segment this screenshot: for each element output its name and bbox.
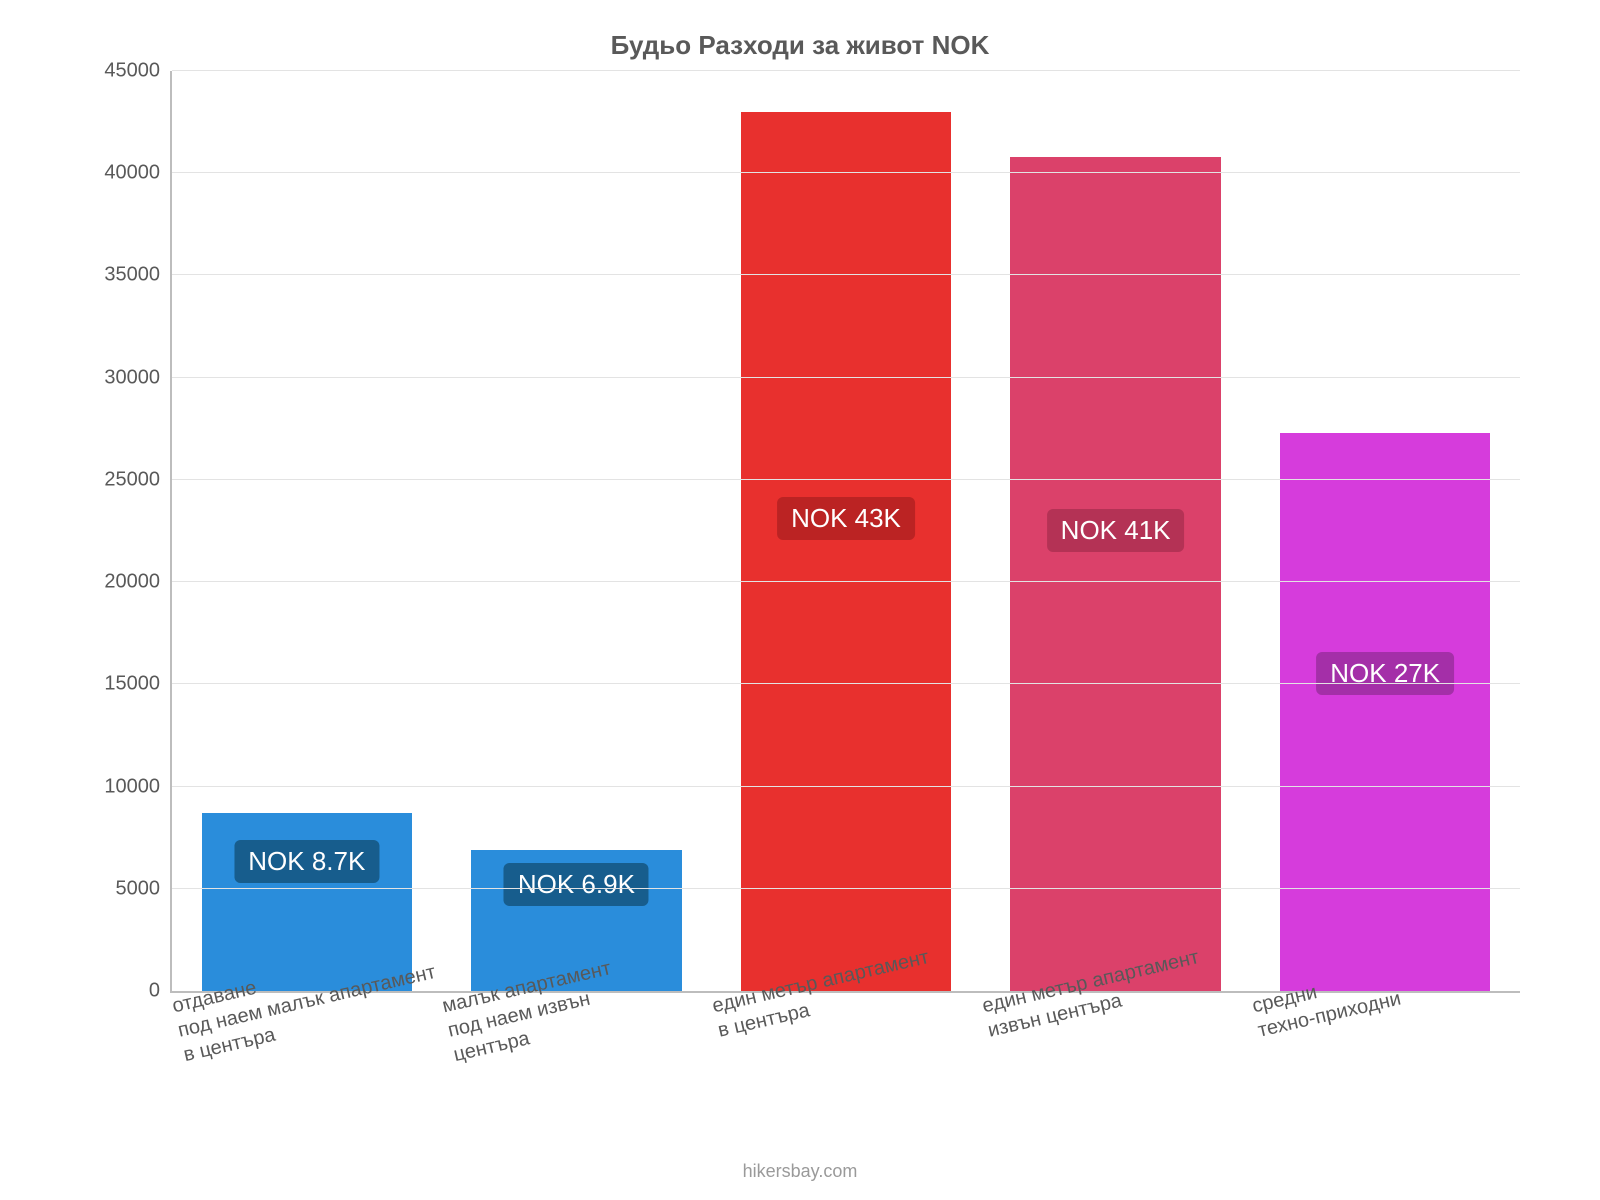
gridline bbox=[172, 683, 1520, 684]
bars-group: NOK 8.7K NOK 6.9K NOK 43K NOK 41K NOK 27K bbox=[172, 71, 1520, 991]
gridline bbox=[172, 786, 1520, 787]
y-tick-label: 5000 bbox=[116, 877, 161, 900]
x-label-slot: отдаване под наем малък апартамент в цен… bbox=[170, 995, 440, 1165]
x-label-slot: средни техно-приходни bbox=[1250, 995, 1520, 1165]
gridline bbox=[172, 274, 1520, 275]
bar-slot: NOK 27K bbox=[1250, 71, 1520, 991]
x-label-slot: един метър апартамент извън центъра bbox=[980, 995, 1250, 1165]
bar-slot: NOK 41K bbox=[981, 71, 1251, 991]
gridline bbox=[172, 377, 1520, 378]
bar-slot: NOK 8.7K bbox=[172, 71, 442, 991]
y-tick-label: 35000 bbox=[104, 264, 160, 287]
y-tick-label: 45000 bbox=[104, 60, 160, 83]
x-axis-labels: отдаване под наем малък апартамент в цен… bbox=[170, 995, 1520, 1165]
chart-plot-outer: 0500010000150002000025000300003500040000… bbox=[80, 71, 1520, 991]
bar bbox=[741, 112, 951, 991]
y-tick-label: 30000 bbox=[104, 366, 160, 389]
y-tick-label: 20000 bbox=[104, 571, 160, 594]
gridline bbox=[172, 172, 1520, 173]
y-axis: 0500010000150002000025000300003500040000… bbox=[80, 71, 170, 991]
bar-value-label: NOK 8.7K bbox=[234, 840, 379, 883]
y-tick-label: 0 bbox=[149, 980, 160, 1003]
chart-title: Будьо Разходи за живот NOK bbox=[80, 30, 1520, 61]
gridline bbox=[172, 888, 1520, 889]
bar-slot: NOK 43K bbox=[711, 71, 981, 991]
bar bbox=[1280, 433, 1490, 991]
y-tick-label: 40000 bbox=[104, 162, 160, 185]
bar-value-label: NOK 27K bbox=[1316, 652, 1454, 695]
bar-value-label: NOK 43K bbox=[777, 497, 915, 540]
y-tick-label: 10000 bbox=[104, 775, 160, 798]
bar-value-label: NOK 6.9K bbox=[504, 863, 649, 906]
attribution-text: hikersbay.com bbox=[0, 1161, 1600, 1182]
plot-area: NOK 8.7K NOK 6.9K NOK 43K NOK 41K NOK 27K bbox=[170, 71, 1520, 993]
gridline bbox=[172, 70, 1520, 71]
y-tick-label: 15000 bbox=[104, 673, 160, 696]
bar bbox=[1010, 157, 1220, 991]
bar-value-label: NOK 41K bbox=[1047, 509, 1185, 552]
bar-slot: NOK 6.9K bbox=[442, 71, 712, 991]
x-label-slot: един метър апартамент в центъра bbox=[710, 995, 980, 1165]
x-label-slot: малък апартамент под наем извън центъра bbox=[440, 995, 710, 1165]
gridline bbox=[172, 479, 1520, 480]
chart-container: Будьо Разходи за живот NOK 0 5000 10000 150… bbox=[0, 0, 1600, 1200]
gridline bbox=[172, 581, 1520, 582]
y-tick-label: 25000 bbox=[104, 468, 160, 491]
